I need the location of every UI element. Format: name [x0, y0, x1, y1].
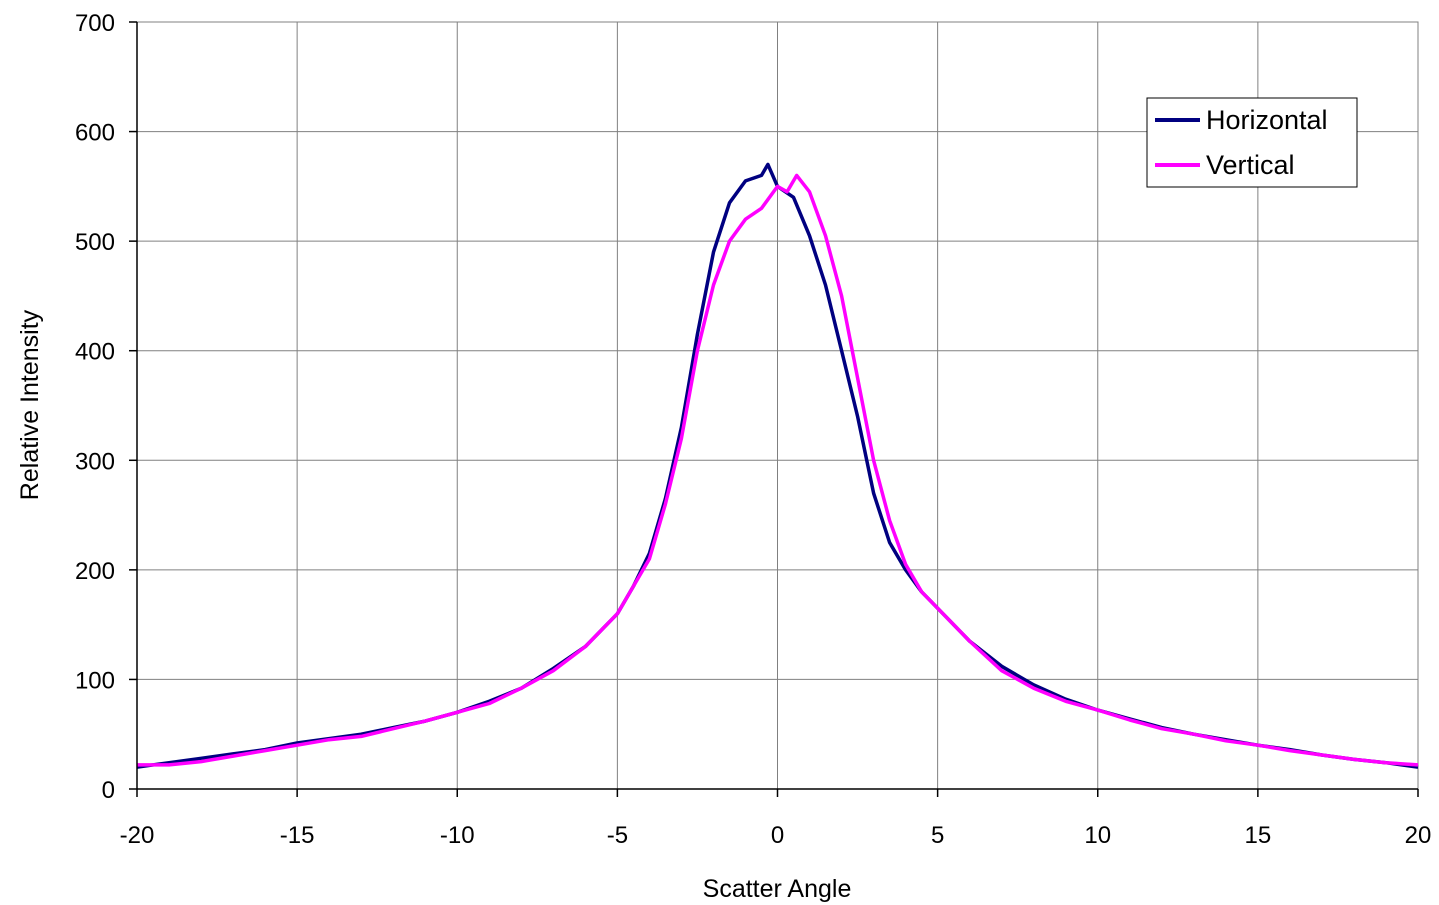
x-tick-label: 5 — [931, 822, 944, 849]
y-tick-label: 600 — [75, 120, 115, 147]
x-tick-label: -10 — [440, 822, 475, 849]
y-tick-label: 200 — [75, 558, 115, 585]
x-tick-label: 0 — [771, 822, 784, 849]
legend: Horizontal Vertical — [1146, 97, 1358, 188]
x-tick-label: 20 — [1405, 822, 1432, 849]
x-tick-label: -5 — [607, 822, 628, 849]
y-tick-label: 0 — [102, 777, 115, 804]
y-tick-labels: 0 100 200 300 400 500 600 700 — [75, 10, 115, 804]
y-tick-label: 300 — [75, 448, 115, 475]
legend-box — [1146, 97, 1358, 188]
axes — [129, 21, 1419, 797]
legend-label-vertical: Vertical — [1206, 150, 1295, 180]
series-line-vertical — [137, 173, 1419, 767]
y-axis-title: Relative Intensity — [16, 309, 44, 500]
x-axis-title: Scatter Angle — [703, 875, 852, 903]
y-tick-label: 100 — [75, 667, 115, 694]
y-tick-label: 700 — [75, 10, 115, 37]
x-tick-label: 15 — [1245, 822, 1272, 849]
x-tick-labels: -20 -15 -10 -5 0 5 10 15 20 — [120, 822, 1432, 849]
x-tick-label: 10 — [1084, 822, 1111, 849]
series-lines — [136, 162, 1419, 769]
x-tick-label: -20 — [120, 822, 155, 849]
legend-label-horizontal: Horizontal — [1206, 105, 1328, 135]
y-tick-label: 500 — [75, 229, 115, 256]
x-tick-label: -15 — [280, 822, 315, 849]
y-tick-label: 400 — [75, 339, 115, 366]
